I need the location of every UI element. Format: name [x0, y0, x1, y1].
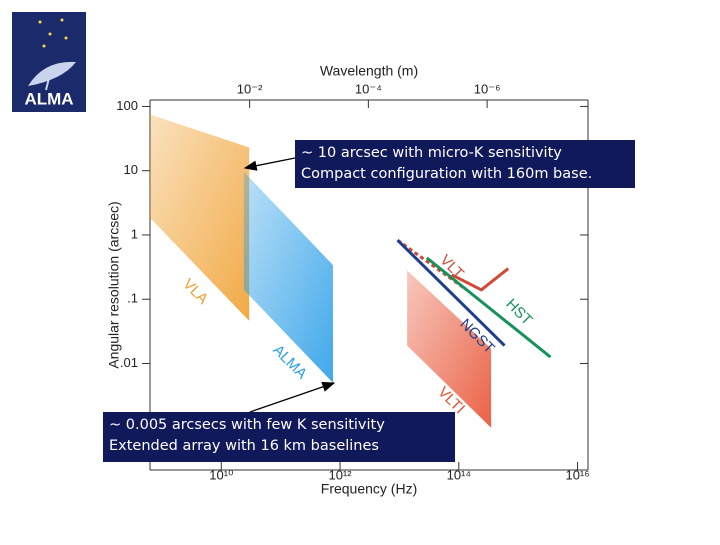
- callout-box: [103, 412, 455, 462]
- callout-text: ~ 0.005 arcsecs with few K sensitivity: [109, 417, 385, 433]
- arrow: [243, 157, 296, 171]
- region-label: VLA: [179, 276, 211, 308]
- x-tick-label: 10¹⁶: [565, 467, 589, 482]
- callout-text: ~ 10 arcsec with micro-K sensitivity: [301, 145, 562, 161]
- arrow: [249, 381, 336, 413]
- callout-text: Compact configuration with 160m base.: [301, 166, 592, 182]
- region: [243, 171, 333, 383]
- x2-tick-label: 10⁻⁶: [474, 81, 501, 96]
- x-tick-label: 10¹⁴: [447, 467, 471, 482]
- y-tick-label: .01: [120, 355, 138, 370]
- callout-box: [295, 140, 635, 188]
- logo-text: ALMA: [24, 89, 73, 108]
- line: [451, 267, 510, 292]
- region: [150, 114, 250, 321]
- x2-axis-label: Wavelength (m): [320, 63, 418, 79]
- x-tick-label: 10¹⁰: [209, 467, 233, 482]
- x-axis-label: Frequency (Hz): [321, 481, 417, 497]
- callout-text: Extended array with 16 km baselines: [109, 438, 379, 454]
- line: [396, 239, 506, 347]
- region: [407, 270, 492, 428]
- x-tick-label: 10¹²: [328, 467, 352, 482]
- y-axis-label: Angular resolution (arcsec): [106, 201, 122, 368]
- y-tick-label: .1: [127, 291, 138, 306]
- x2-tick-label: 10⁻²: [237, 81, 263, 96]
- y-tick-label: 1: [131, 226, 138, 241]
- y-tick-label: 10: [124, 162, 138, 177]
- line: [425, 256, 552, 359]
- x2-tick-label: 10⁻⁴: [355, 81, 382, 96]
- logo: ALMA: [12, 12, 86, 112]
- y-tick-label: 100: [116, 98, 138, 113]
